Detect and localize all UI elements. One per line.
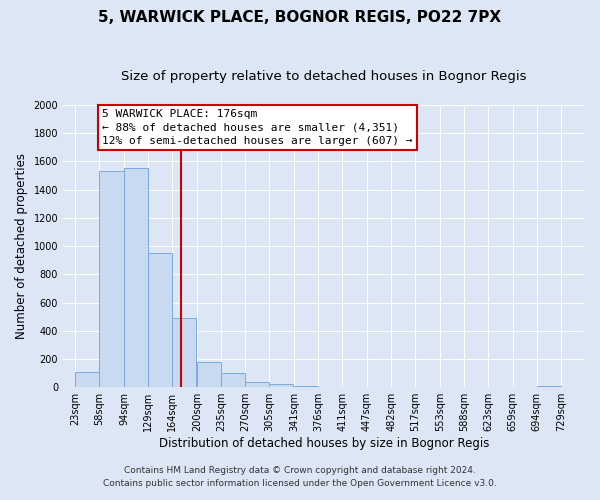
Y-axis label: Number of detached properties: Number of detached properties [15,153,28,339]
Bar [294,386,318,387]
Bar [221,373,245,387]
Text: Contains HM Land Registry data © Crown copyright and database right 2024.
Contai: Contains HM Land Registry data © Crown c… [103,466,497,487]
Bar [245,382,269,387]
Bar [172,318,196,387]
Title: Size of property relative to detached houses in Bognor Regis: Size of property relative to detached ho… [121,70,527,83]
Bar [148,253,172,387]
Bar [197,362,221,387]
Bar [269,384,293,387]
Bar [100,172,124,387]
Bar [124,168,148,387]
Text: 5, WARWICK PLACE, BOGNOR REGIS, PO22 7PX: 5, WARWICK PLACE, BOGNOR REGIS, PO22 7PX [98,10,502,25]
Text: 5 WARWICK PLACE: 176sqm
← 88% of detached houses are smaller (4,351)
12% of semi: 5 WARWICK PLACE: 176sqm ← 88% of detache… [102,109,413,146]
Bar [76,372,100,387]
X-axis label: Distribution of detached houses by size in Bognor Regis: Distribution of detached houses by size … [159,437,489,450]
Bar [537,386,561,387]
